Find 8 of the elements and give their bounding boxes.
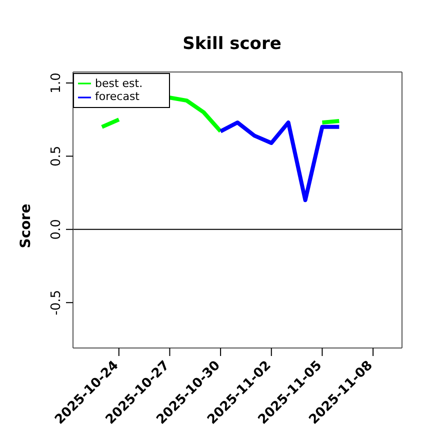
y-tick-label: 1.0 <box>49 72 64 94</box>
y-tick-label: -0.5 <box>49 290 64 316</box>
y-axis-title: Score <box>18 204 34 248</box>
legend-label: forecast <box>95 90 140 104</box>
legend-label: best est. <box>95 77 143 90</box>
y-tick-label: 0.0 <box>49 219 64 240</box>
chart-title: Skill score <box>182 34 282 54</box>
y-tick-label: 0.5 <box>49 146 64 167</box>
